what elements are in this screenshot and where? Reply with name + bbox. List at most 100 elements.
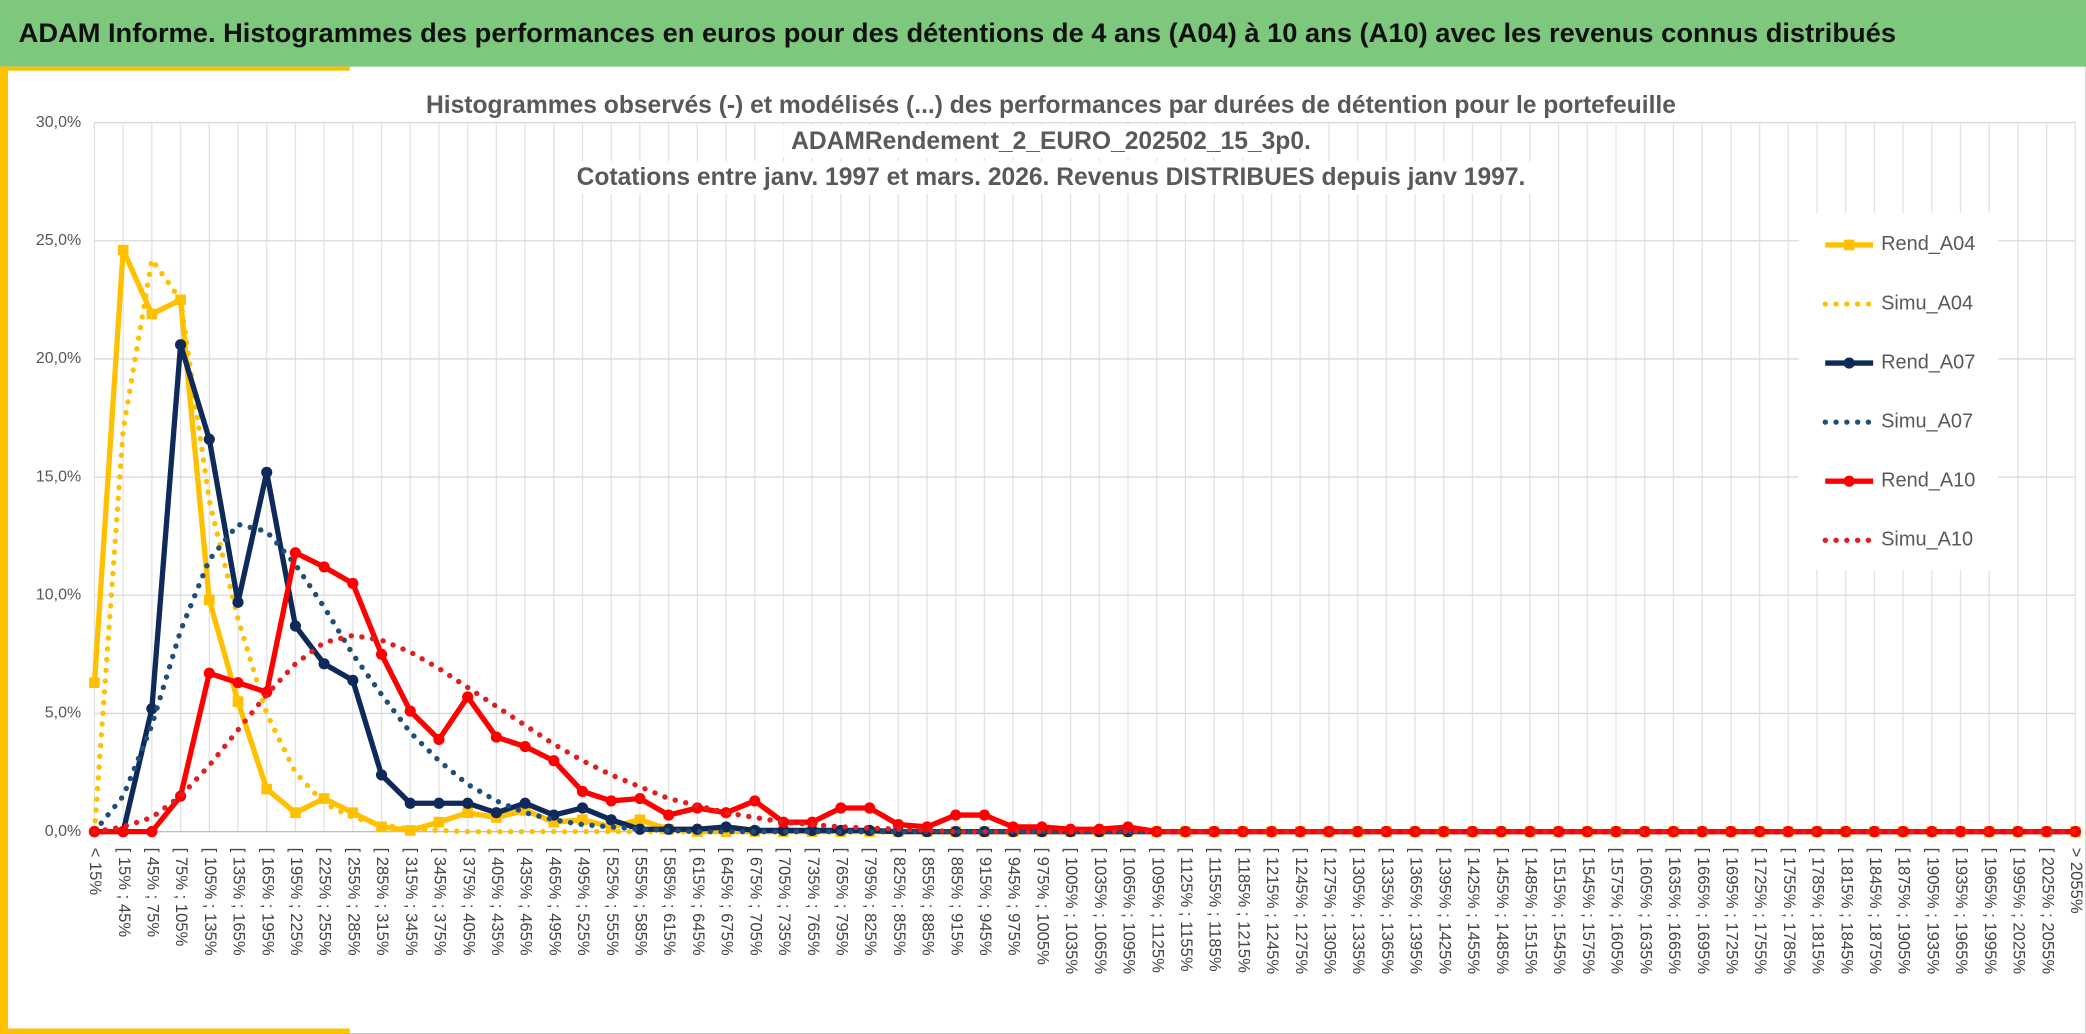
point <box>433 733 445 746</box>
point <box>1868 826 1880 838</box>
x-tick-label: [ 2025% ; 2055% <box>2038 848 2057 975</box>
x-tick-label: [ 375% ; 405% <box>459 848 478 956</box>
point <box>146 308 158 320</box>
point <box>318 658 330 670</box>
x-tick-label: [ 1635% ; 1665% <box>1665 848 1684 975</box>
legend-label: Simu_A04 <box>1881 292 1973 314</box>
point <box>519 740 531 753</box>
x-tick-label: [ 1815% ; 1845% <box>1837 848 1856 975</box>
x-tick-label: [ 915% ; 945% <box>976 848 995 956</box>
point <box>490 807 502 819</box>
x-tick-label: [ 1845% ; 1875% <box>1866 848 1885 975</box>
point <box>117 244 129 256</box>
x-tick-label: [ 615% ; 645% <box>689 848 708 956</box>
point <box>232 596 244 608</box>
accent <box>0 1028 350 1034</box>
x-tick-label: [ 525% ; 555% <box>603 848 622 956</box>
x-tick-label: [ 1245% ; 1275% <box>1292 848 1311 975</box>
point <box>634 814 646 826</box>
point <box>203 594 215 606</box>
point <box>978 809 991 821</box>
x-tick-label: [ 765% ; 795% <box>832 848 851 956</box>
accent <box>0 66 8 1034</box>
point <box>605 814 617 826</box>
point <box>864 802 876 814</box>
point <box>1782 826 1794 838</box>
point <box>404 797 416 809</box>
x-tick-label: [ 1455% ; 1485% <box>1493 848 1512 975</box>
x-tick-label: [ 105% ; 135% <box>201 848 220 956</box>
x-tick-label: [ 315% ; 345% <box>402 848 421 956</box>
x-tick-label: [ 135% ; 165% <box>230 848 249 956</box>
point <box>892 818 904 831</box>
point <box>232 696 244 707</box>
x-tick-label: [ 165% ; 195% <box>258 848 277 956</box>
x-tick-label: [ 795% ; 825% <box>861 848 880 956</box>
point <box>576 785 589 798</box>
x-tick-label: [ 585% ; 615% <box>660 848 679 956</box>
point <box>203 433 215 445</box>
x-tick-label: [ 405% ; 435% <box>488 848 507 956</box>
x-tick-label: [ 1065% ; 1095% <box>1120 848 1139 975</box>
x-tick-label: [ 1935% ; 1965% <box>1952 848 1971 975</box>
legend-label: Rend_A04 <box>1881 233 1975 255</box>
x-tick-label: [ 1365% ; 1395% <box>1407 848 1426 975</box>
legend: Rend_A04 Simu_A04 Rend_A07 Simu_A07 Rend_A10… <box>1798 213 1999 570</box>
point <box>232 677 244 689</box>
x-tick-label: [ 1725% ; 1755% <box>1751 848 1770 975</box>
point <box>720 821 732 833</box>
point <box>174 339 187 351</box>
series-line <box>94 550 2076 835</box>
x-tick-label: [ 195% ; 225% <box>287 848 306 956</box>
point <box>433 797 445 809</box>
x-tick-label: [ 1395% ; 1425% <box>1435 848 1454 975</box>
x-tick-label: [ 1875% ; 1905% <box>1895 848 1914 975</box>
y-tick-label: 20,0% <box>36 350 81 367</box>
point <box>347 807 359 819</box>
series-line <box>91 256 2079 835</box>
x-tick-label: [ 1125% ; 1155% <box>1177 848 1196 972</box>
point <box>1179 826 1191 838</box>
x-tick-label: [ 675% ; 705% <box>746 848 765 956</box>
x-tick-label: [ 435% ; 465% <box>517 848 536 956</box>
point <box>203 667 215 679</box>
point <box>261 466 273 478</box>
title-bg <box>783 125 1319 158</box>
point <box>1524 826 1536 838</box>
point <box>290 807 301 819</box>
point <box>462 807 473 819</box>
x-tick-label: [ 1905% ; 1935% <box>1923 848 1942 975</box>
x-tick-label: [ 225% ; 255% <box>316 848 335 956</box>
x-tick-label: [ 1545% ; 1575% <box>1579 848 1598 975</box>
x-tick-label: [ 1095% ; 1125% <box>1148 848 1167 974</box>
y-tick-label: 25,0% <box>36 232 81 249</box>
point <box>1352 826 1364 838</box>
x-tick-label: [ 45% ; 75% <box>143 848 162 938</box>
point <box>89 677 100 689</box>
x-tick-label: [ 855% ; 885% <box>919 848 938 956</box>
x-tick-label: [ 1005% ; 1035% <box>1062 848 1081 975</box>
plot <box>88 244 2081 838</box>
chart-title: Histogrammes observés (-) et modélisés (… <box>426 92 1676 119</box>
x-tick-label: [ 1665% ; 1695% <box>1694 848 1713 975</box>
header-bar <box>0 0 2086 67</box>
legend-label: Simu_A10 <box>1881 529 1973 551</box>
x-tick-label: [ 975% ; 1005% <box>1033 848 1052 966</box>
header-title: ADAM Informe. Histogrammes des performan… <box>19 17 1896 48</box>
point <box>2041 826 2053 838</box>
point <box>347 674 359 686</box>
chart-title: Cotations entre janv. 1997 et mars. 2026… <box>577 164 1526 191</box>
point <box>490 731 502 743</box>
accent <box>0 66 350 71</box>
labels: < 15% [ 15% ; 45% [ 45% ; 75% [ 75% ; 105% [… <box>36 89 2086 974</box>
x-tick-label: [ 825% ; 855% <box>890 848 909 956</box>
point <box>548 755 560 767</box>
title-bg <box>568 161 1534 194</box>
x-tick-label: [ 945% ; 975% <box>1005 848 1024 956</box>
x-tick-label: [ 555% ; 585% <box>632 848 651 956</box>
point <box>433 816 445 828</box>
point <box>318 561 330 573</box>
legend-label: Rend_A10 <box>1881 469 1975 491</box>
x-tick-label: [ 645% ; 675% <box>718 848 737 956</box>
